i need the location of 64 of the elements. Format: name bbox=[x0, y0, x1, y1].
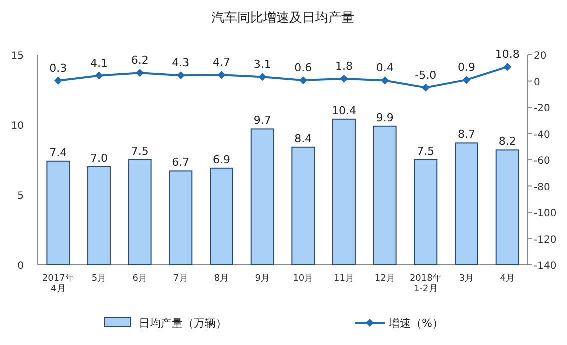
data-label: 7.5 bbox=[131, 145, 149, 158]
data-label: 6.2 bbox=[131, 54, 149, 68]
y2-tick-label: -60 bbox=[534, 156, 550, 167]
data-label: 3.1 bbox=[254, 58, 272, 72]
bar bbox=[88, 166, 111, 266]
data-label: 7.4 bbox=[50, 146, 68, 160]
y2-tick-label: -100 bbox=[534, 208, 557, 220]
y2-tick-label: -80 bbox=[534, 182, 550, 194]
y-tick-label: 0 bbox=[18, 261, 24, 272]
data-label: 0.9 bbox=[458, 61, 476, 74]
data-label: -5.0 bbox=[415, 68, 437, 82]
data-label: 7.0 bbox=[90, 152, 108, 165]
bar bbox=[455, 142, 478, 266]
x-tick-label: 5月 bbox=[92, 274, 107, 284]
x-tick-label: 12月 bbox=[374, 274, 396, 284]
x-tick-label: 4月 bbox=[500, 274, 515, 284]
data-label: 0.3 bbox=[50, 62, 68, 75]
data-label: 4.1 bbox=[90, 56, 108, 70]
x-tick-label: 8月 bbox=[214, 274, 230, 284]
y-tick-label: 5 bbox=[18, 191, 24, 202]
data-label: 10.4 bbox=[332, 104, 356, 118]
y2-tick-label: -140 bbox=[534, 261, 557, 272]
y2-tick-label: 0 bbox=[534, 77, 540, 88]
x-tick-label: 9月 bbox=[255, 274, 270, 284]
bar bbox=[373, 126, 397, 266]
y2-tick-label: -20 bbox=[534, 104, 550, 114]
data-label: 8.2 bbox=[498, 135, 516, 148]
data-label: 9.7 bbox=[254, 114, 272, 128]
legend-label: 日均产量（万辆） bbox=[139, 317, 227, 330]
x-tick-label: 11月 bbox=[334, 274, 354, 284]
data-label: 9.9 bbox=[376, 111, 394, 124]
y-tick-label: 15 bbox=[11, 51, 24, 62]
bar bbox=[292, 146, 316, 266]
data-label: 4.3 bbox=[172, 56, 190, 70]
y2-tick-label: -120 bbox=[534, 234, 557, 246]
legend-label: 增速（%） bbox=[388, 317, 444, 330]
data-label: 8.4 bbox=[294, 132, 312, 146]
bar bbox=[210, 168, 234, 266]
y2-tick-label: -40 bbox=[534, 130, 550, 141]
x-tick-label: 7月 bbox=[174, 274, 188, 284]
bar bbox=[169, 170, 193, 266]
bar bbox=[414, 160, 438, 266]
x-tick-label: 2017年 4月 bbox=[42, 273, 74, 294]
data-label: 0.4 bbox=[376, 62, 394, 75]
x-tick-label: 6月 bbox=[132, 274, 148, 284]
data-label: 7.5 bbox=[417, 145, 435, 158]
data-label: 1.8 bbox=[336, 60, 353, 73]
data-label: 4.7 bbox=[213, 56, 230, 70]
data-label: 6.7 bbox=[172, 156, 190, 170]
data-label: 0.6 bbox=[294, 61, 312, 74]
chart-title: 汽车同比增速及日均产量 bbox=[212, 11, 354, 26]
bar bbox=[332, 118, 356, 266]
x-tick-label: 3月 bbox=[459, 274, 474, 284]
bar bbox=[46, 160, 70, 266]
y-tick-label: 10 bbox=[11, 121, 24, 132]
data-label: 6.9 bbox=[213, 153, 230, 166]
x-tick-label: 2018年 1-2月 bbox=[410, 273, 442, 294]
bar bbox=[496, 150, 520, 266]
bar bbox=[128, 160, 152, 266]
bar bbox=[250, 128, 274, 266]
y2-tick-label: 20 bbox=[534, 51, 547, 62]
data-label: 10.8 bbox=[495, 48, 520, 62]
x-tick-label: 10月 bbox=[293, 274, 314, 284]
data-label: 8.7 bbox=[458, 128, 476, 142]
